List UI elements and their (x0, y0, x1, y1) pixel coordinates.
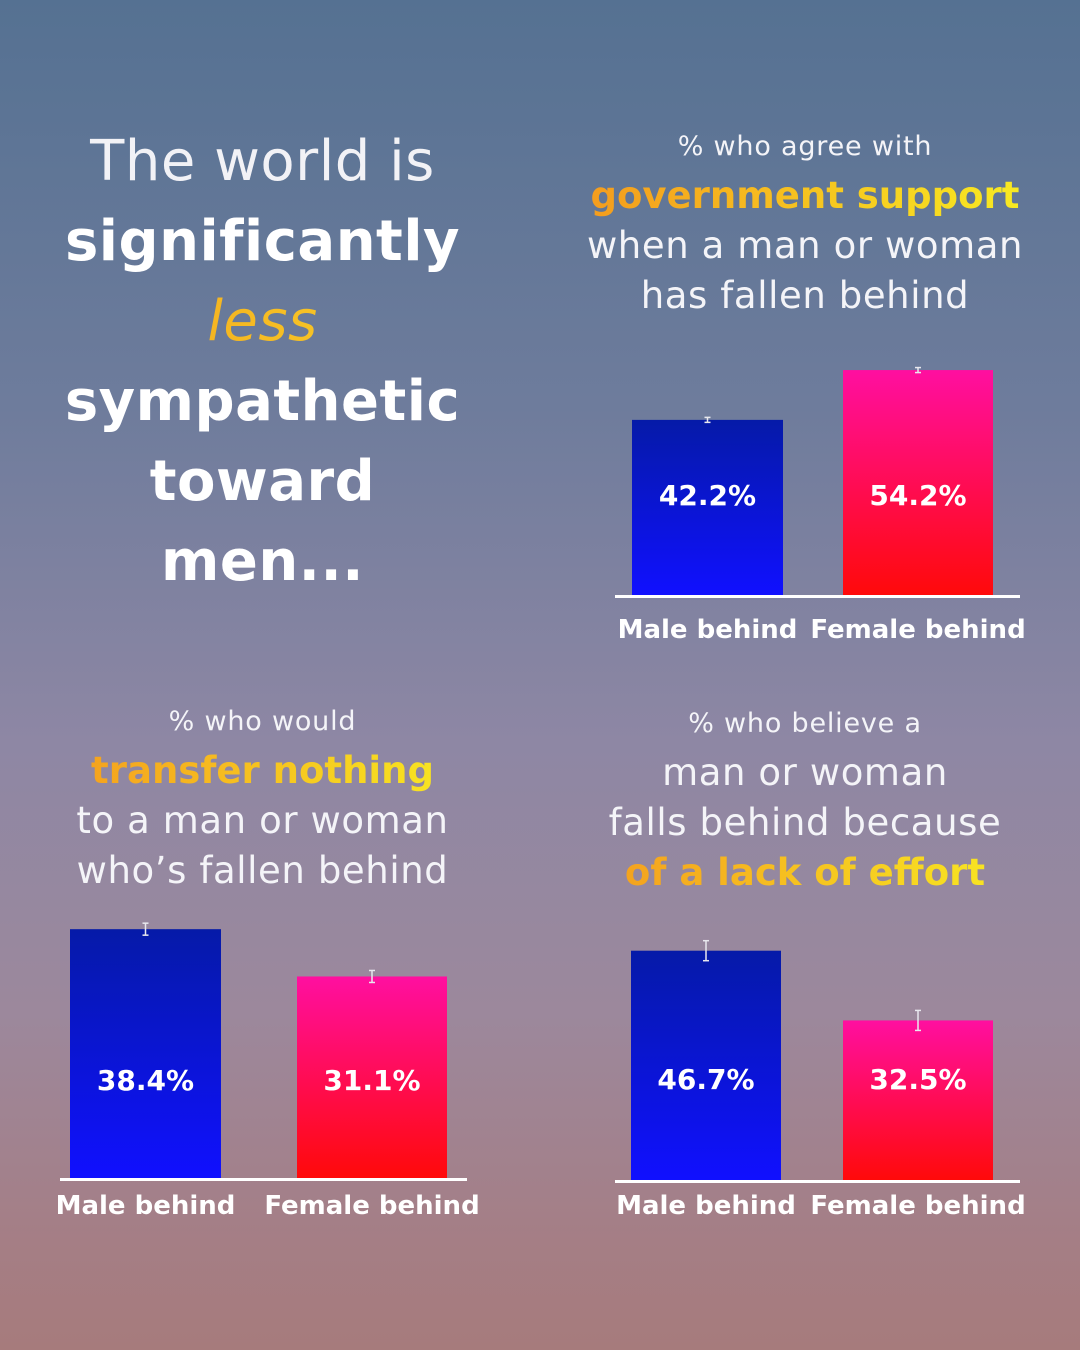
chart-2-title-pre: % who would (168, 706, 357, 737)
chart-1-svg: 42.2% Male behind 54.2% Female behind (615, 366, 1026, 645)
chart-3-title-highlight: of a lack of effort (575, 848, 1035, 898)
error-bar-male (704, 416, 711, 424)
bar-value-label-male: 42.2% (659, 479, 756, 512)
headline: The world is significantly less sympathe… (40, 122, 485, 602)
error-bar-female (915, 1009, 921, 1032)
headline-line-1: The world is (90, 129, 435, 194)
headline-line-2: significantly (64, 209, 461, 274)
chart-3: 46.7% Male behind 32.5% Female behind (605, 930, 1035, 1240)
chart-3-title-line-2: falls behind because (608, 801, 1002, 844)
bar-female-behind (843, 1020, 993, 1180)
chart-2: 38.4% Male behind 31.1% Female behind (45, 915, 485, 1235)
chart-2-title-highlight: transfer nothing (40, 746, 485, 796)
chart-1-title-highlight: government support (575, 171, 1035, 221)
bar-value-label-female: 32.5% (869, 1063, 966, 1096)
category-label-female: Female behind (810, 615, 1025, 645)
chart-1-title-pre: % who agree with (677, 131, 933, 162)
category-label-male: Male behind (56, 1191, 236, 1221)
chart-1-title: % who agree with government support when… (575, 123, 1035, 321)
bar-female-behind (843, 370, 993, 595)
chart-2-title: % who would transfer nothing to a man or… (40, 698, 485, 896)
bar-male-behind (631, 950, 781, 1180)
chart-1-title-line-1: when a man or woman (586, 224, 1024, 267)
chart-3-title-pre: % who believe a (688, 708, 922, 739)
category-label-female: Female behind (810, 1191, 1025, 1221)
bar-male-behind (70, 929, 221, 1178)
bar-value-label-male: 38.4% (97, 1064, 194, 1097)
bar-male-behind (632, 419, 783, 595)
chart-3-title: % who believe a man or woman falls behin… (575, 700, 1035, 898)
category-label-male: Male behind (616, 1191, 796, 1221)
bar-value-label-female: 31.1% (323, 1064, 420, 1097)
error-bar-female (369, 969, 375, 984)
bar-value-label-male: 46.7% (657, 1063, 754, 1096)
category-label-male: Male behind (618, 615, 798, 645)
chart-3-svg: 46.7% Male behind 32.5% Female behind (615, 939, 1026, 1221)
bar-female-behind (297, 976, 447, 1178)
chart-1: 42.2% Male behind 54.2% Female behind (605, 345, 1035, 665)
headline-line-5: toward men... (149, 449, 376, 594)
error-bar-male (142, 922, 149, 936)
bar-value-label-female: 54.2% (869, 479, 966, 512)
chart-2-title-line-1: to a man or woman (76, 799, 449, 842)
chart-1-title-line-2: has fallen behind (640, 274, 970, 317)
error-bar-male (703, 939, 709, 962)
headline-line-3: less (40, 282, 485, 362)
chart-2-title-line-2: who’s fallen behind (76, 849, 449, 892)
headline-line-4: sympathetic (64, 369, 461, 434)
chart-2-svg: 38.4% Male behind 31.1% Female behind (56, 922, 480, 1221)
category-label-female: Female behind (264, 1191, 479, 1221)
error-bar-female (915, 366, 921, 374)
chart-3-title-line-1: man or woman (662, 751, 948, 794)
